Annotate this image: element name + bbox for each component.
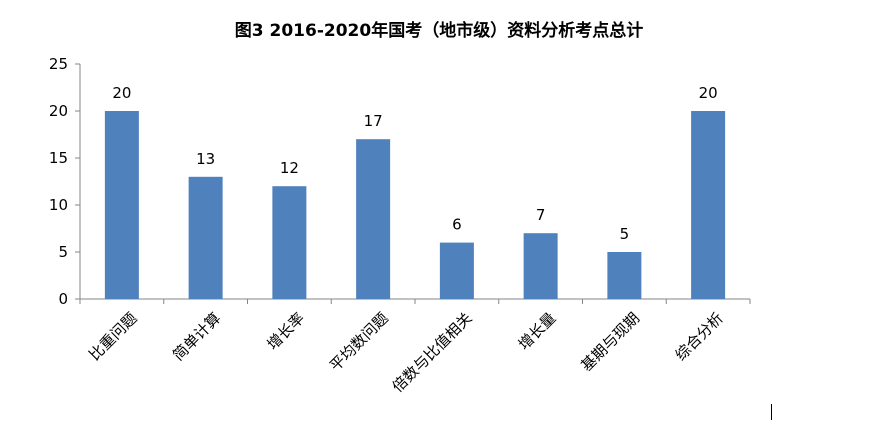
data-label: 12 [280,159,299,177]
bar [272,186,307,299]
bar [104,111,139,299]
bar [523,233,558,299]
data-label: 17 [364,112,383,130]
y-tick-label: 10 [49,196,68,214]
category-label: 基期与现期 [577,309,643,375]
y-tick-label: 20 [49,102,68,120]
bar [439,242,474,299]
bar [691,111,726,299]
data-label: 20 [699,84,718,102]
chart-title: 图3 2016-2020年国考（地市级）资料分析考点总计 [234,21,644,41]
category-label: 简单计算 [169,309,224,364]
data-label: 20 [112,84,131,102]
bar [607,252,642,299]
data-label: 7 [536,206,546,224]
y-tick-label: 25 [49,55,68,73]
category-label: 倍数与比值相关 [389,309,476,396]
bar [356,139,391,299]
data-label: 13 [196,150,215,168]
y-tick-label: 15 [49,149,68,167]
data-label: 5 [620,225,630,243]
category-label: 综合分析 [672,309,727,364]
category-label: 增长率 [264,309,309,354]
y-tick-label: 0 [58,290,68,308]
category-label: 增长量 [515,309,560,354]
y-tick-label: 5 [58,243,68,261]
data-label: 6 [452,216,462,234]
stray-mark [771,404,772,420]
category-label: 比重问题 [85,309,140,364]
bar [188,176,223,299]
category-label: 平均数问题 [326,309,392,375]
